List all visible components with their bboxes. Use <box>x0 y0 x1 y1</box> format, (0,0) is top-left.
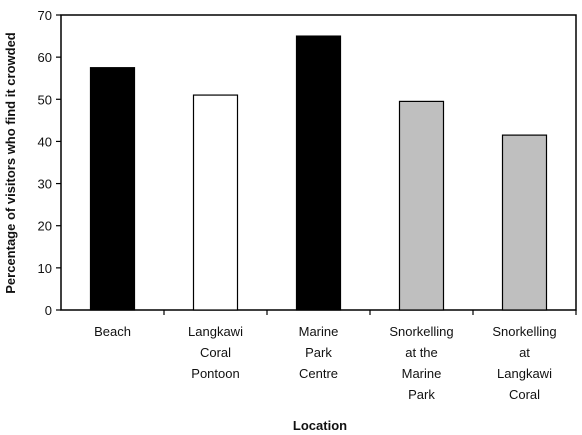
x-axis-labels: Beach Langkawi Coral Pontoon Marine Park Centr… <box>94 310 577 402</box>
y-tick-label: 60 <box>38 50 52 65</box>
bar <box>192 94 239 311</box>
y-tick-label: 10 <box>38 261 52 276</box>
x-category-label-line: Centre <box>299 366 338 381</box>
x-category-label-line: Langkawi <box>497 366 552 381</box>
x-category-label-line: Snorkelling <box>389 324 453 339</box>
x-category-label: Langkawi Coral Pontoon <box>188 324 243 381</box>
y-tick-label: 40 <box>38 134 52 149</box>
x-axis-title: Location <box>293 418 347 433</box>
y-axis: 0 10 20 30 40 50 60 70 <box>38 8 61 318</box>
x-category-label-line: Marine <box>402 366 442 381</box>
x-category-label-line: Park <box>408 387 435 402</box>
y-axis-title: Percentage of visitors who find it crowd… <box>3 32 18 294</box>
x-category-label-line: Snorkelling <box>492 324 556 339</box>
y-tick-label: 30 <box>38 177 52 192</box>
x-category-label: Beach <box>94 324 131 339</box>
y-tick-label: 20 <box>38 219 52 234</box>
x-category-label-line: Beach <box>94 324 131 339</box>
bar <box>89 67 136 311</box>
x-category-label: Snorkelling at the Marine Park <box>389 324 453 402</box>
x-category-label: Marine Park Centre <box>299 324 339 381</box>
bar <box>398 100 445 311</box>
bar <box>295 35 342 311</box>
x-category-label-line: Marine <box>299 324 339 339</box>
y-tick-label: 0 <box>45 303 52 318</box>
y-tick-label: 70 <box>38 8 52 23</box>
x-category-label-line: Coral <box>509 387 540 402</box>
x-category-label-line: at the <box>405 345 438 360</box>
x-category-label-line: at <box>519 345 530 360</box>
x-category-label-line: Coral <box>200 345 231 360</box>
bars <box>89 35 548 311</box>
y-tick-label: 50 <box>38 92 52 107</box>
x-category-label: Snorkelling at Langkawi Coral <box>492 324 556 402</box>
x-category-label-line: Park <box>305 345 332 360</box>
x-category-label-line: Pontoon <box>191 366 239 381</box>
bar <box>501 134 548 311</box>
x-category-label-line: Langkawi <box>188 324 243 339</box>
